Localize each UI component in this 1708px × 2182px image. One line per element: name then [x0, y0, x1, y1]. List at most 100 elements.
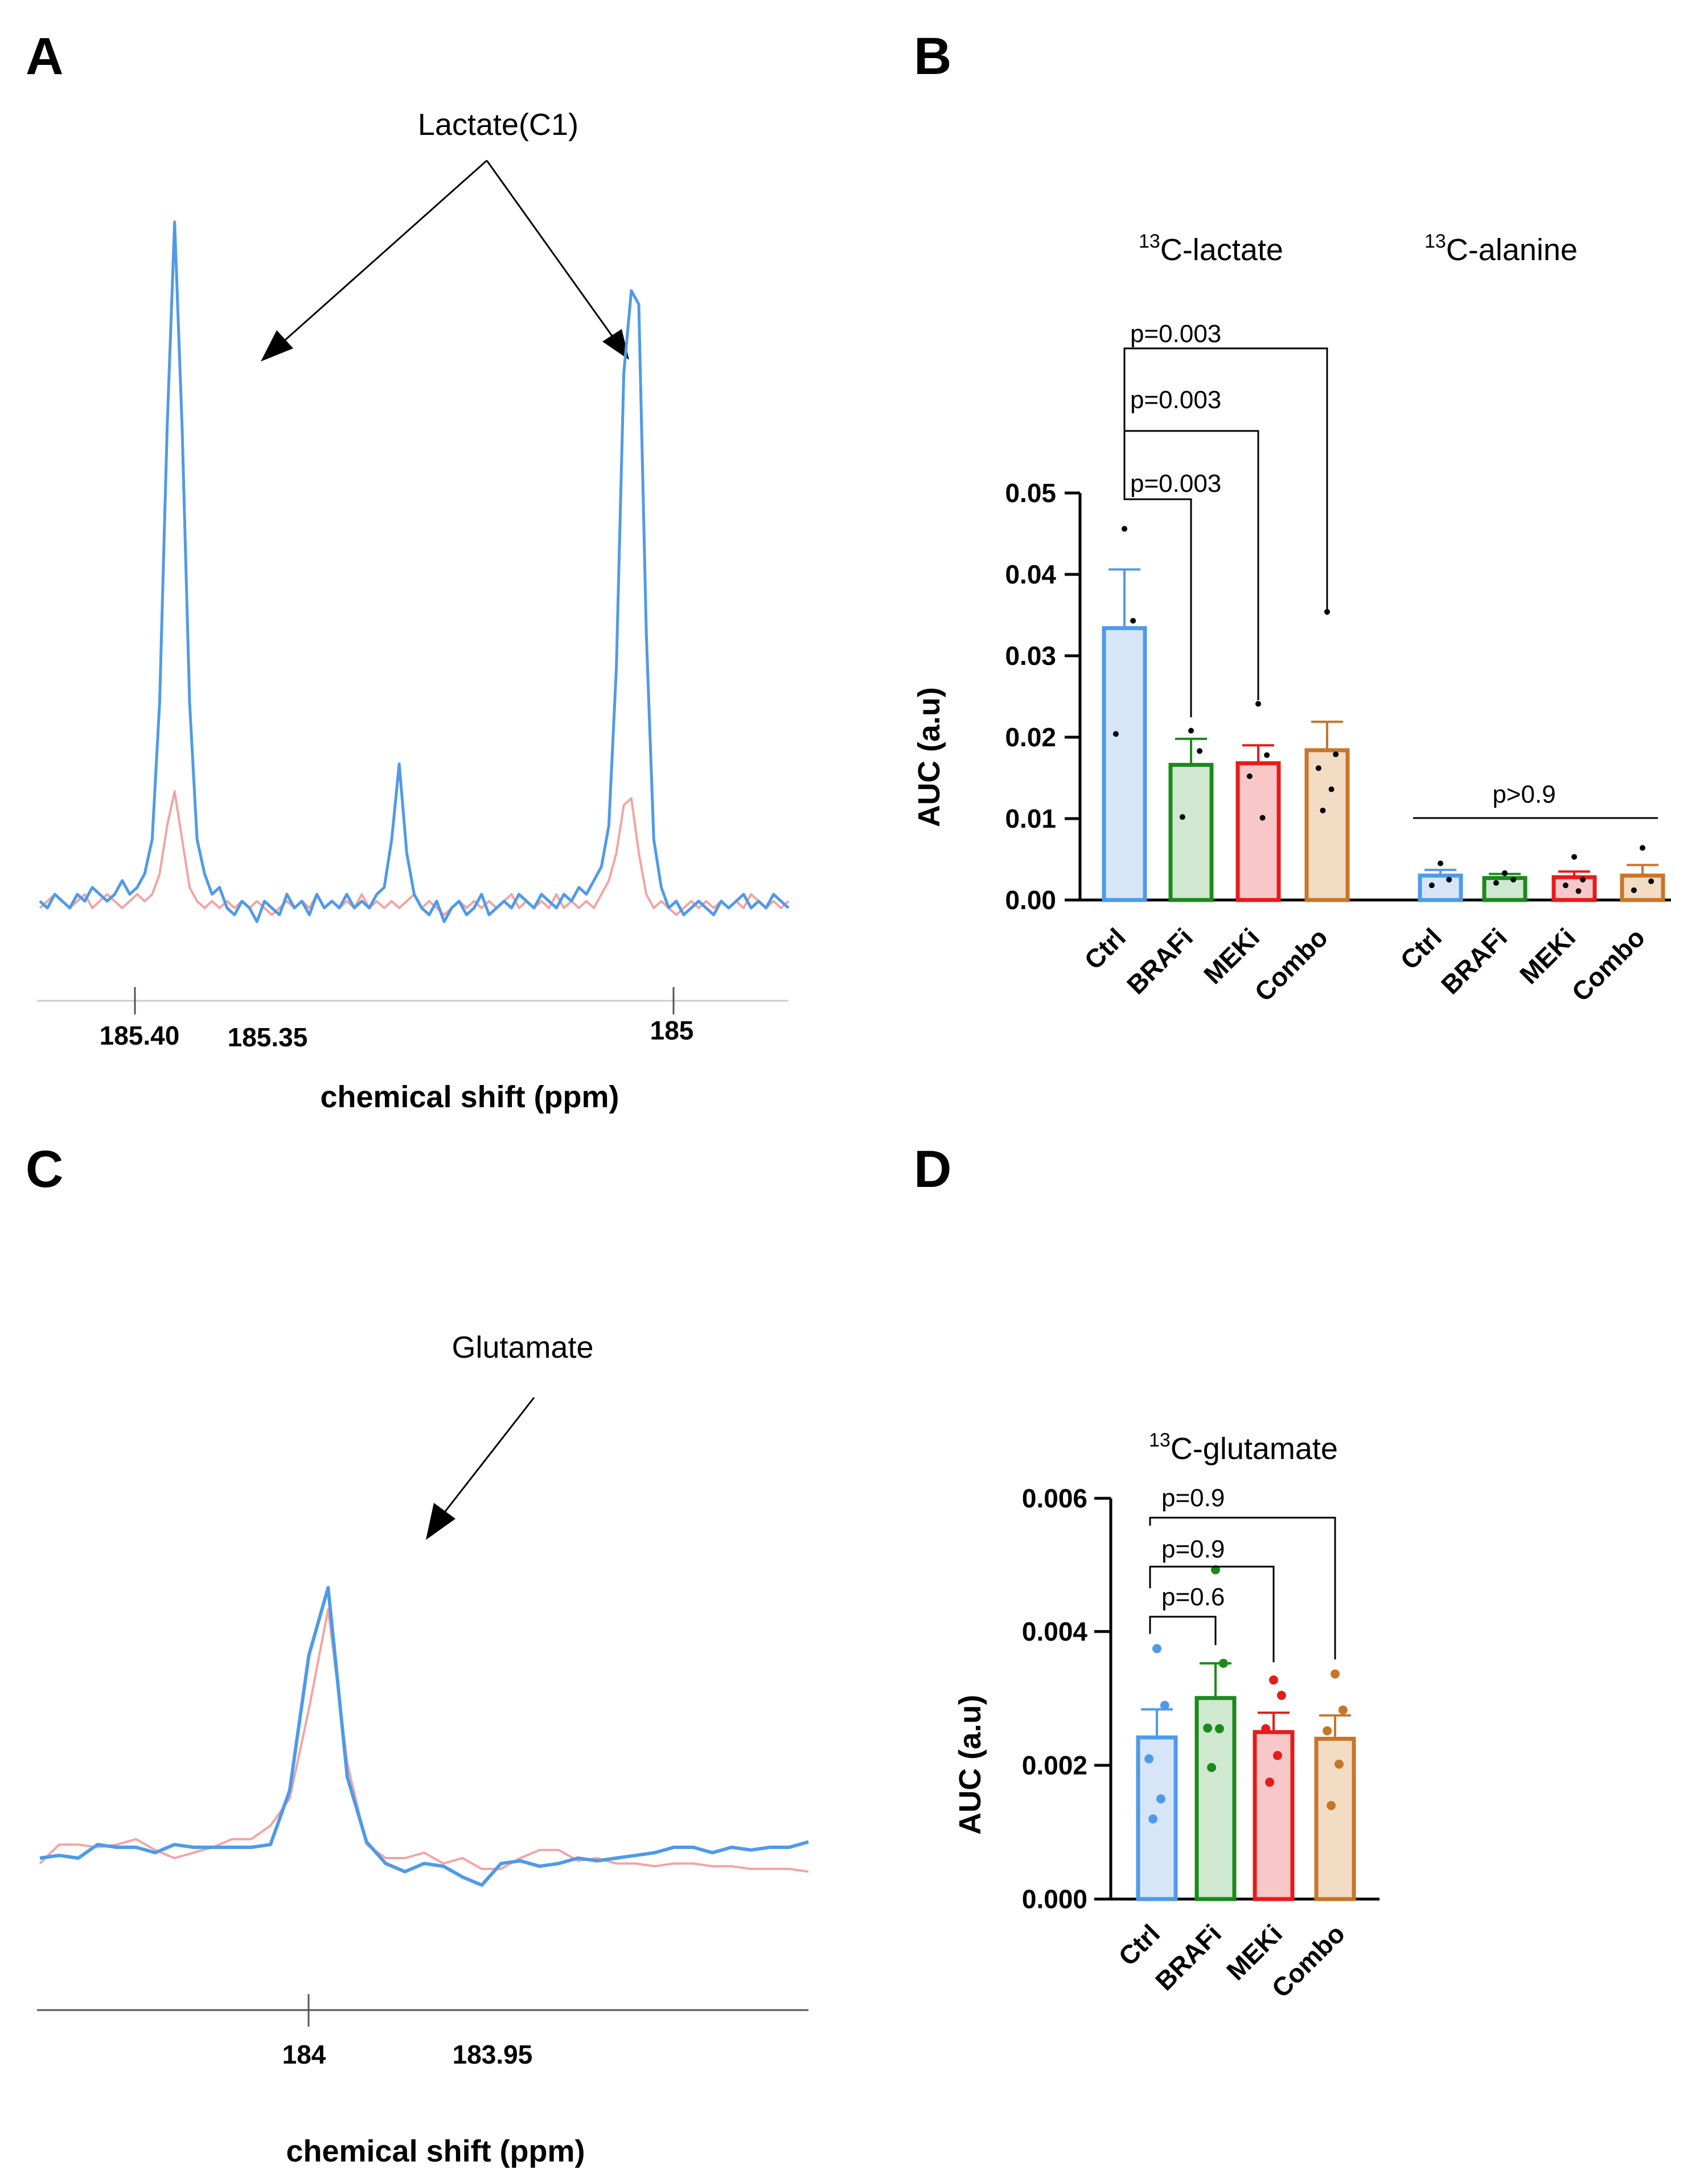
- point-b-g2-meki: [1571, 854, 1577, 860]
- point-d-ctrl: [1156, 1794, 1165, 1803]
- point-b-g2-meki: [1580, 877, 1586, 883]
- panel-label-c: C: [26, 1140, 63, 1198]
- pvalue-d-ctrl-brafi: p=0.6: [1161, 1583, 1225, 1611]
- bracket-b-ctrl-brafi: [1123, 484, 1192, 717]
- point-d-meki: [1261, 1724, 1271, 1733]
- point-d-ctrl: [1160, 1700, 1169, 1710]
- glutamate-arrowhead: [426, 1503, 455, 1540]
- glutamate-annotation: Glutamate: [451, 1330, 593, 1365]
- point-b-g2-combo: [1648, 878, 1654, 885]
- point-d-ctrl: [1148, 1814, 1158, 1824]
- point-b-g2-meki: [1562, 882, 1569, 889]
- x-axis-title-a: chemical shift (ppm): [320, 1080, 619, 1114]
- bracket-b-ctrl-meki: [1123, 430, 1259, 700]
- y-tick-label-d-3: 0.006: [1022, 1484, 1087, 1513]
- x-tick-label-a-185.35: 185.35: [228, 1022, 308, 1052]
- bar-b-g1-combo: [1304, 748, 1350, 902]
- pvalue-b-ctrl-meki: p=0.003: [1130, 386, 1221, 414]
- point-d-meki: [1272, 1750, 1282, 1760]
- point-b-g2-combo: [1631, 887, 1637, 893]
- x-tick-label-a-185: 185: [650, 1016, 694, 1045]
- point-b-g2-ctrl: [1428, 882, 1435, 889]
- lactate-arrow-right: [486, 160, 613, 336]
- point-b-g2-brafi: [1510, 877, 1517, 883]
- x-label-b-alanine-ctrl: Ctrl: [1394, 922, 1447, 975]
- pvalue-d-ctrl-meki: p=0.9: [1161, 1535, 1225, 1563]
- point-b-g1-combo: [1333, 751, 1339, 758]
- point-d-brafi: [1214, 1724, 1224, 1733]
- point-b-g1-meki: [1255, 701, 1261, 707]
- y-tick-label-d-0: 0.000: [1022, 1884, 1087, 1914]
- point-d-combo: [1331, 1669, 1340, 1679]
- bar-b-g2-ctrl: [1418, 873, 1463, 902]
- x-label-d-brafi: BRAFi: [1149, 1918, 1227, 1996]
- x-label-b-alanine-meki: MEKi: [1514, 922, 1581, 989]
- pvalue-d-ctrl-combo: p=0.9: [1161, 1484, 1225, 1512]
- lactate-arrowhead-right: [602, 329, 629, 360]
- bracket-d-ctrl-combo: [1149, 1517, 1336, 1659]
- panel-c-spectrum: Glutamate 184 183.95 chemical shift (ppm…: [37, 1330, 809, 2168]
- bar-b-g2-brafi: [1482, 876, 1528, 902]
- alanine-superscript: 13: [1424, 231, 1446, 252]
- y-axis-title-b: AUC (a.u): [912, 687, 946, 827]
- point-d-combo: [1334, 1759, 1344, 1769]
- lactate-arrow-left: [284, 159, 487, 342]
- x-axis-title-c: chemical shift (ppm): [286, 2134, 585, 2168]
- panel-label-a: A: [26, 27, 63, 85]
- pvalue-b-alanine: p>0.9: [1492, 780, 1555, 808]
- y-tick-label-d-2: 0.004: [1022, 1617, 1088, 1646]
- point-b-g2-brafi: [1502, 870, 1508, 876]
- x-label-b-lactate-ctrl: Ctrl: [1078, 922, 1131, 975]
- lactate-annotation: Lactate(C1): [418, 108, 578, 142]
- bracket-d-ctrl-brafi: [1149, 1616, 1217, 1645]
- panel-a-spectrum: Lactate(C1) 185.40 185.35 185 chemical s…: [37, 108, 790, 1114]
- group-title-glutamate: 13C-glutamate: [1149, 1429, 1338, 1466]
- bar-b-g1-ctrl: [1102, 626, 1147, 902]
- point-b-g2-ctrl: [1438, 860, 1443, 866]
- x-tick-label-c-183.95: 183.95: [453, 2040, 533, 2069]
- y-tick-label-d-1: 0.002: [1022, 1750, 1087, 1780]
- point-d-meki: [1265, 1777, 1275, 1787]
- point-b-g1-combo: [1320, 807, 1326, 813]
- point-b-g1-combo: [1315, 765, 1321, 771]
- point-b-g1-meki: [1259, 815, 1266, 821]
- pvalue-b-ctrl-combo: p=0.003: [1130, 320, 1221, 348]
- point-b-g1-combo: [1328, 786, 1335, 792]
- bar-b-g2-combo: [1620, 873, 1665, 902]
- spectrum-a-series-blue: [39, 220, 790, 923]
- y-tick-label-b-4: 0.04: [1005, 560, 1056, 589]
- y-tick-label-b-0: 0.00: [1005, 885, 1056, 915]
- x-label-b-alanine-combo: Combo: [1566, 922, 1650, 1007]
- panel-d-bar-chart: 13C-glutamate AUC (a.u) 0.000 0.002 0.00…: [953, 1429, 1379, 2003]
- point-d-brafi: [1203, 1723, 1213, 1733]
- y-tick-label-b-1: 0.01: [1005, 804, 1056, 833]
- point-d-ctrl: [1152, 1644, 1161, 1653]
- glutamate-arrow: [444, 1397, 535, 1512]
- point-b-g2-combo: [1640, 845, 1645, 851]
- bracket-d-ctrl-meki: [1149, 1565, 1275, 1662]
- bar-b-g2-meki: [1551, 875, 1597, 902]
- lactate-superscript: 13: [1139, 231, 1160, 252]
- y-tick-label-b-2: 0.02: [1005, 722, 1056, 752]
- y-axis-title-d: AUC (a.u): [953, 1695, 987, 1835]
- bar-b-g1-brafi: [1168, 763, 1214, 902]
- point-b-g1-ctrl: [1122, 525, 1127, 532]
- x-label-b-lactate-combo: Combo: [1249, 922, 1333, 1007]
- alanine-title-text: C-alanine: [1446, 233, 1578, 267]
- y-tick-label-b-3: 0.03: [1005, 641, 1056, 671]
- glutamate-superscript: 13: [1149, 1429, 1171, 1451]
- point-b-g1-brafi: [1188, 728, 1194, 734]
- point-d-brafi: [1218, 1658, 1228, 1668]
- x-label-d-ctrl: Ctrl: [1112, 1918, 1165, 1971]
- point-b-g2-meki: [1575, 888, 1582, 894]
- bar-d-brafi: [1194, 1696, 1237, 1901]
- point-d-combo: [1327, 1801, 1336, 1810]
- point-d-meki: [1269, 1675, 1278, 1685]
- point-b-g1-meki: [1246, 773, 1253, 779]
- spectrum-c-series-blue: [39, 1586, 809, 1887]
- spectrum-c-series-red: [39, 1608, 809, 1873]
- point-d-brafi: [1211, 1565, 1220, 1575]
- bracket-b-ctrl-combo: [1123, 347, 1328, 615]
- point-d-brafi: [1207, 1762, 1217, 1772]
